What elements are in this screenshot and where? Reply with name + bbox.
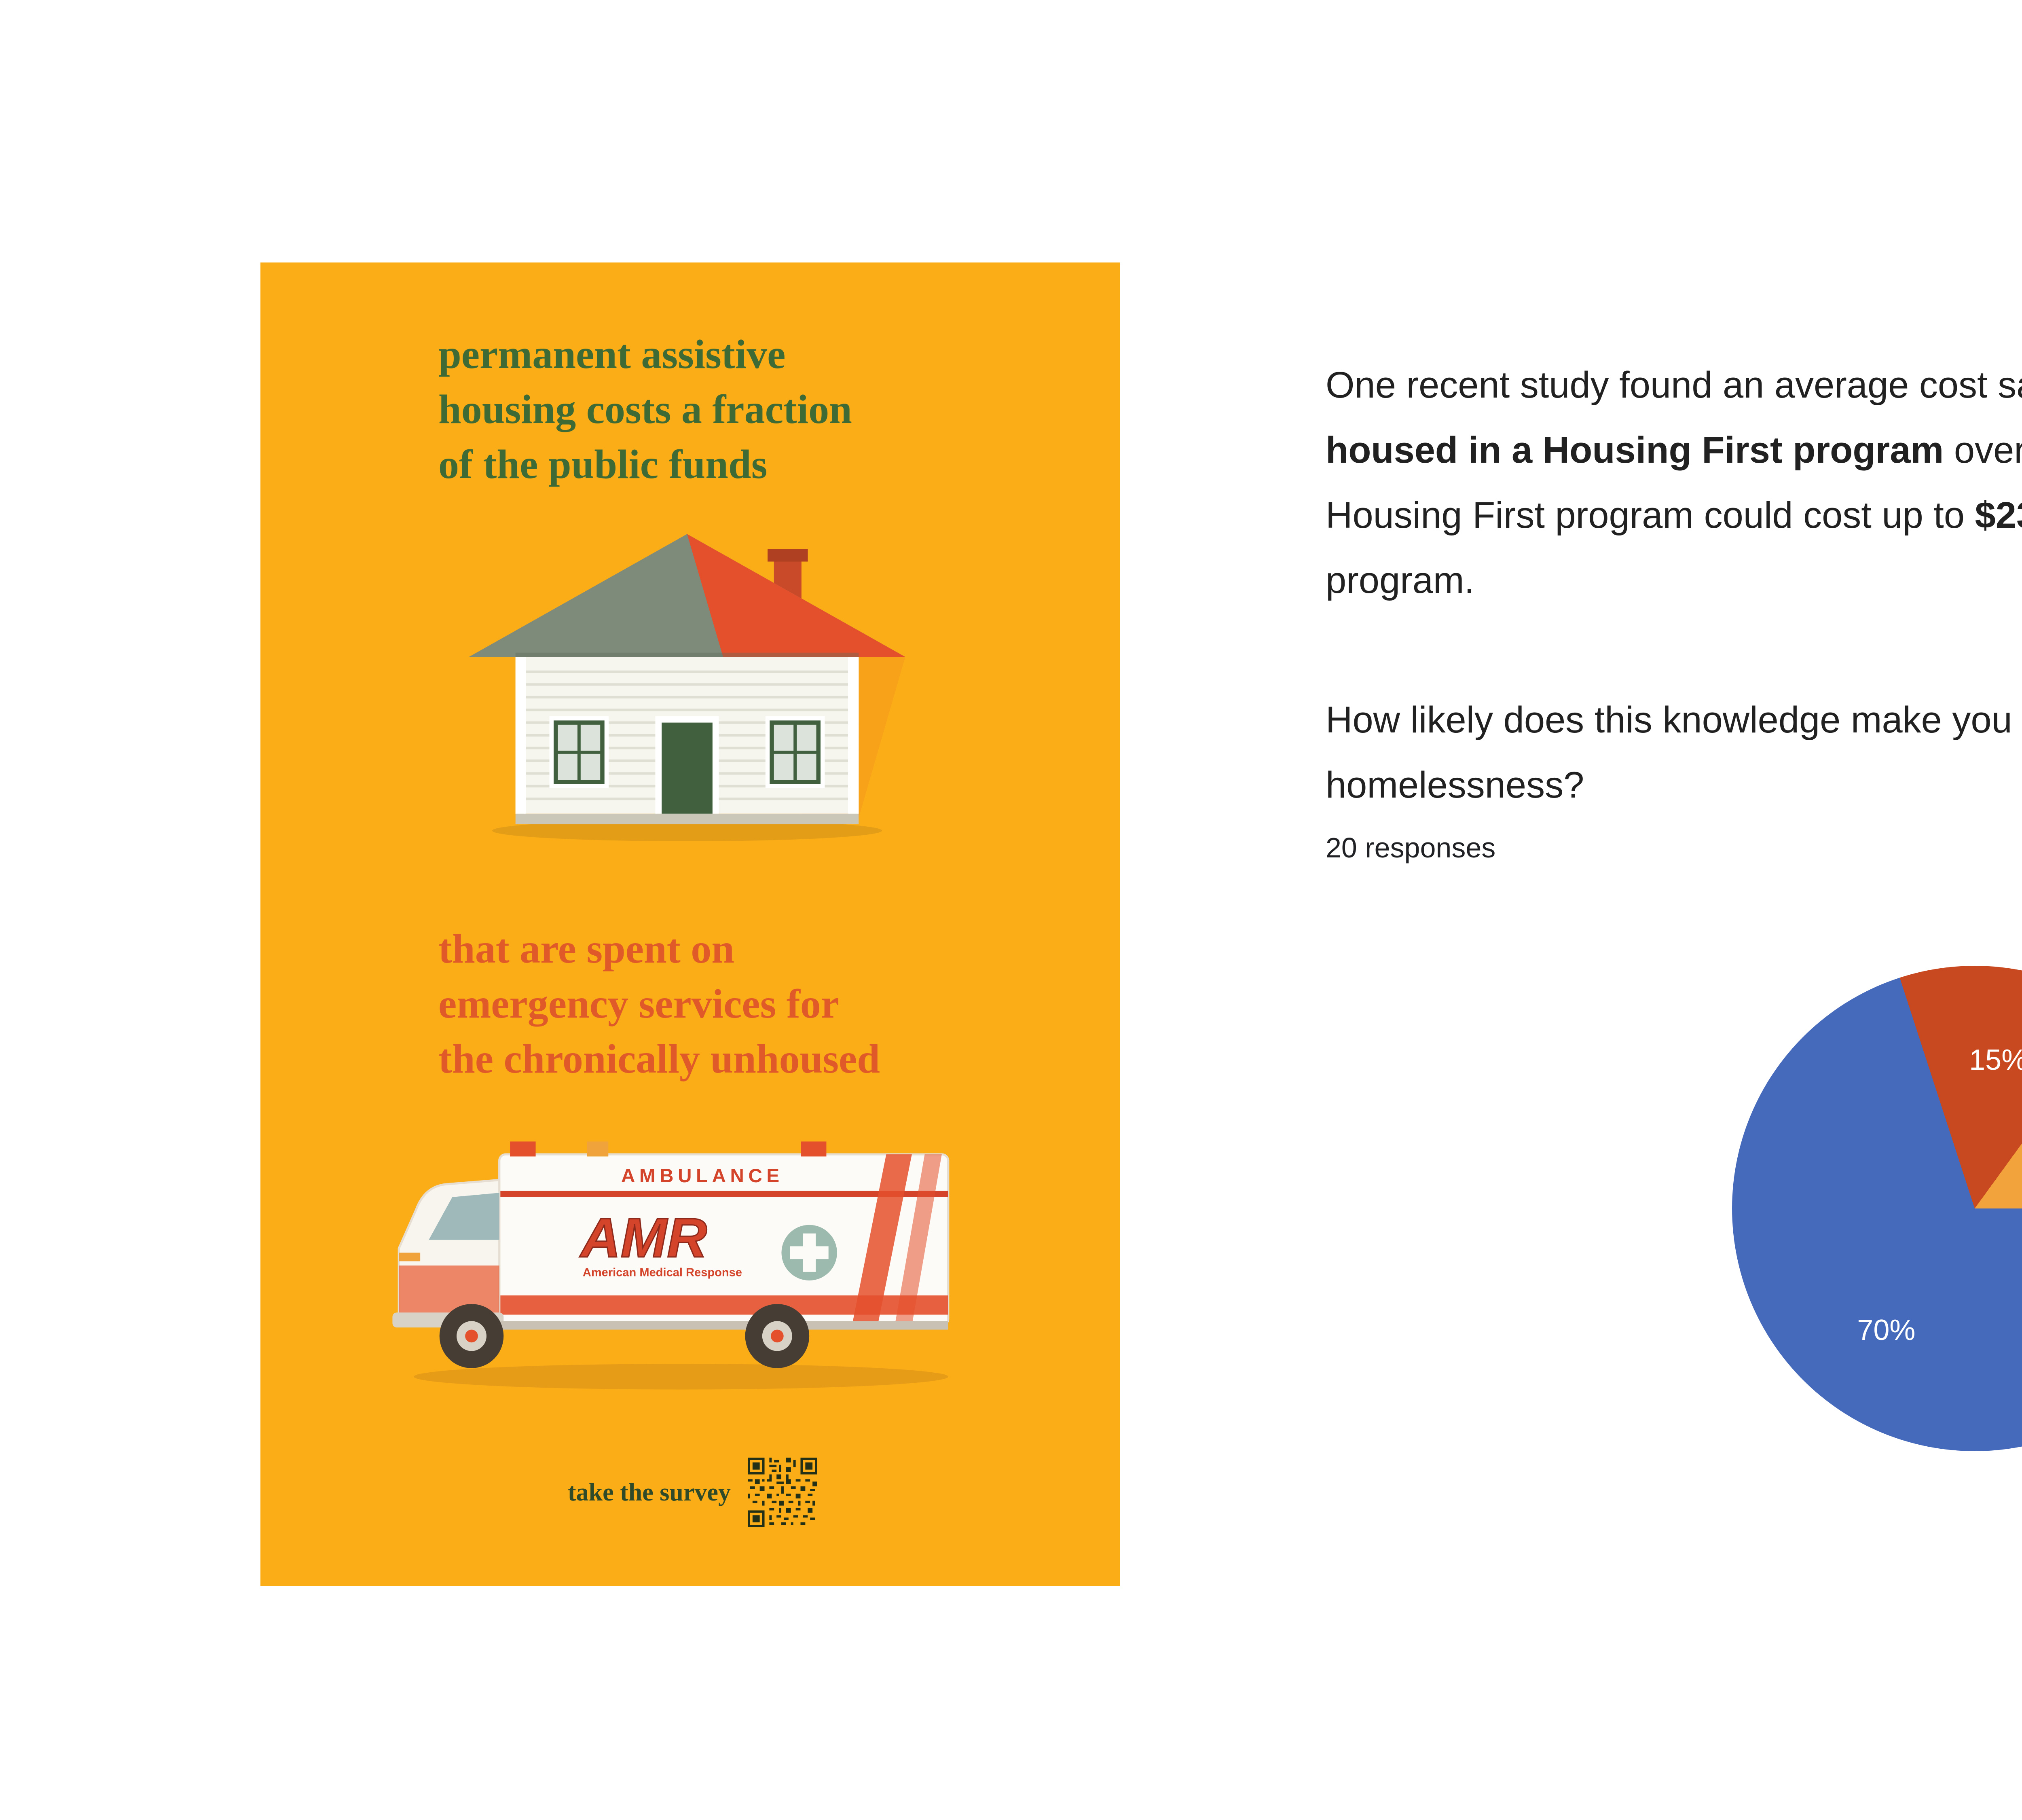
qr-code <box>747 1458 817 1527</box>
ambulance-illustration: AMBULANCE AMR American Medical Response <box>382 1116 980 1396</box>
infographic-poster: permanent assistive housing costs a frac… <box>260 262 1120 1586</box>
paragraph-segment-bold: $23,000 less per consumer per year <box>1975 495 2022 536</box>
paragraph-segment: over the course of two years. Another st… <box>1326 430 2022 536</box>
poster-title-line: permanent assistive <box>438 332 786 377</box>
poster-subtitle: that are spent on emergency services for… <box>438 922 880 1087</box>
poster-subtitle-line: emergency services for <box>438 981 840 1027</box>
house-illustration <box>465 521 909 845</box>
poster-subtitle-line: the chronically unhoused <box>438 1036 880 1082</box>
paragraph-segment-bold: $31,545 per person housed in a Housing F… <box>1326 430 1944 471</box>
survey-question: How likely does this knowledge make you … <box>1326 699 2022 806</box>
poster-title-line: of the public funds <box>438 442 768 487</box>
ambulance-brand-logo: AMR <box>580 1207 707 1269</box>
paragraph-segment: One recent study found an average cost s… <box>1326 364 2022 406</box>
survey-cta-row: take the survey <box>568 1458 817 1527</box>
ambulance-roof-label: AMBULANCE <box>621 1165 784 1187</box>
poster-subtitle-line: that are spent on <box>438 926 734 972</box>
pie-slice-label: 15% <box>1969 1043 2022 1076</box>
poster-title-line: housing costs a fraction <box>438 387 852 432</box>
pie-chart: 70%15%15% <box>1732 966 2022 1451</box>
study-paragraph: One recent study found an average cost s… <box>1326 353 2022 613</box>
survey-cta-label: take the survey <box>568 1478 731 1506</box>
paragraph-segment: than a shelter program. <box>1326 560 1475 601</box>
ambulance-tagline: American Medical Response <box>583 1266 742 1279</box>
poster-title: permanent assistive housing costs a frac… <box>438 327 852 492</box>
responses-count: 20 responses <box>1326 832 1496 863</box>
pie-slice-label: 70% <box>1857 1314 1916 1346</box>
